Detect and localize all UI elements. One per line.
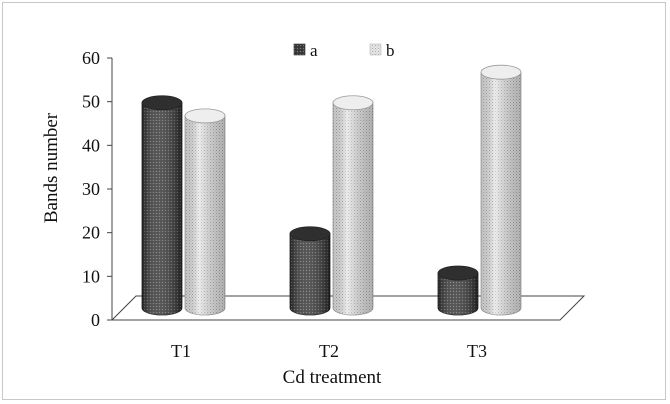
bar-cap: [289, 226, 331, 242]
y-tick-label: 30: [82, 179, 100, 199]
legend-swatch-b: [369, 43, 382, 56]
x-tick-label: T3: [467, 341, 487, 361]
x-tick-label: T2: [319, 341, 339, 361]
y-axis-title: Bands number: [41, 112, 62, 223]
bar-shading: [185, 115, 225, 315]
y-tick-label: 50: [82, 92, 100, 112]
y-tick-label: 60: [82, 48, 100, 68]
y-tick-label: 0: [91, 310, 100, 330]
bars-group: [141, 64, 522, 316]
y-tick-label: 20: [82, 223, 100, 243]
bar-cap: [437, 265, 479, 281]
bar-cap: [141, 95, 183, 111]
bar-cap: [480, 64, 522, 80]
bar-b-T3: [480, 64, 522, 316]
legend-label-b: b: [386, 41, 395, 60]
y-tick-label: 40: [82, 135, 100, 155]
legend-swatch-a: [293, 43, 306, 56]
bar-b-T1: [184, 108, 226, 316]
x-axis-ticks: T1 T2 T3: [171, 341, 487, 361]
bar-a-T1: [141, 95, 183, 316]
bar-shading: [290, 233, 330, 315]
bar-a-T3: [437, 265, 479, 316]
x-axis-title: Cd treatment: [283, 367, 382, 388]
y-axis-ticks: 0 10 20 30 40 50 60: [82, 48, 112, 330]
bar-shading: [438, 273, 478, 315]
bar-cap: [184, 108, 226, 124]
bar-cap: [332, 95, 374, 111]
bar-shading: [142, 102, 182, 316]
legend: a b: [293, 41, 395, 60]
bar-b-T2: [332, 95, 374, 316]
y-tick-label: 10: [82, 266, 100, 286]
legend-label-a: a: [310, 41, 318, 60]
bar-a-T2: [289, 226, 331, 316]
bar-shading: [481, 72, 521, 315]
bar-shading: [333, 102, 373, 316]
x-tick-label: T1: [171, 341, 191, 361]
